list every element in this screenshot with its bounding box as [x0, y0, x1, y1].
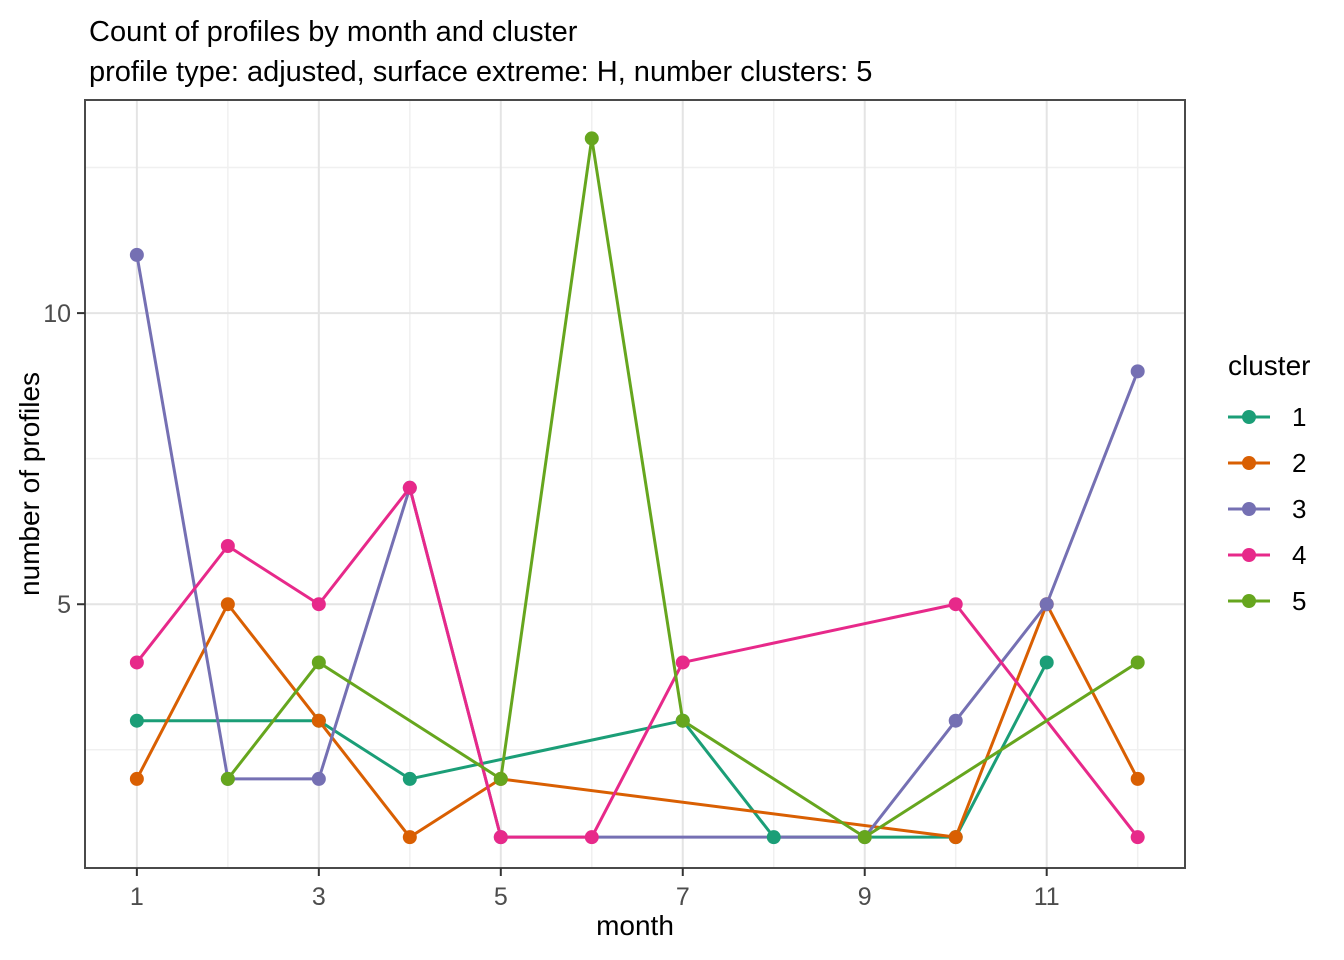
legend-key-icon [1228, 456, 1270, 470]
legend-label: 3 [1292, 493, 1307, 524]
legend-key-icon [1228, 410, 1270, 424]
series-point-5 [857, 830, 872, 845]
panel-background [85, 100, 1185, 868]
series-point-2 [1130, 771, 1145, 786]
series-point-4 [948, 597, 963, 612]
series-point-2 [948, 830, 963, 845]
series-point-5 [1130, 655, 1145, 670]
chart-subtitle: profile type: adjusted, surface extreme:… [89, 56, 873, 88]
series-point-2 [311, 713, 326, 728]
x-tick-label: 7 [676, 883, 690, 911]
legend-key-point [1242, 548, 1256, 562]
x-axis-title: month [596, 910, 674, 941]
panel-border [84, 99, 1186, 869]
legend-key-point [1242, 594, 1256, 608]
legend-key-icon [1228, 594, 1270, 608]
y-tick-label: 5 [57, 591, 71, 619]
series-point-4 [675, 655, 690, 670]
legend-label: 4 [1292, 539, 1307, 570]
series-point-3 [1130, 364, 1145, 379]
legend-key-icon [1228, 502, 1270, 516]
legend-label: 1 [1292, 401, 1307, 432]
legend-key-icon [1228, 548, 1270, 562]
x-tick-label: 1 [130, 883, 144, 911]
series-point-3 [1039, 597, 1054, 612]
series-point-5 [311, 655, 326, 670]
legend-label: 5 [1292, 585, 1307, 616]
series-line-2 [135, 602, 1140, 839]
series-point-4 [402, 480, 417, 495]
x-tick-label: 11 [1034, 883, 1060, 911]
x-tick-label: 3 [312, 883, 326, 911]
legend-entry-cluster-2: 2 [1226, 440, 1344, 486]
series-point-5 [220, 771, 235, 786]
series-point-5 [493, 771, 508, 786]
legend-key-point [1242, 502, 1256, 516]
legend-title: cluster [1228, 350, 1311, 381]
series-point-3 [311, 771, 326, 786]
series-point-4 [311, 597, 326, 612]
series-point-2 [220, 597, 235, 612]
series-point-5 [584, 131, 599, 146]
legend: cluster 1 2 3 4 5 [1226, 350, 1344, 624]
series-point-4 [493, 830, 508, 845]
legend-entry-cluster-5: 5 [1226, 578, 1344, 624]
legend-entry-cluster-1: 1 [1226, 394, 1344, 440]
series-point-4 [129, 655, 144, 670]
x-tick-label: 9 [858, 883, 872, 911]
legend-label: 2 [1292, 447, 1307, 478]
series-point-1 [766, 830, 781, 845]
y-axis-title-wrap: number of profiles [6, 100, 54, 868]
series-point-4 [1130, 830, 1145, 845]
series-point-1 [129, 713, 144, 728]
series-point-1 [402, 771, 417, 786]
legend-key-point [1242, 410, 1256, 424]
series-point-3 [129, 247, 144, 262]
series-point-1 [1039, 655, 1054, 670]
legend-entry-cluster-3: 3 [1226, 486, 1344, 532]
series-point-4 [220, 539, 235, 554]
y-tick-label: 10 [43, 300, 71, 328]
chart-title: Count of profiles by month and cluster [89, 16, 578, 48]
series-point-2 [402, 830, 417, 845]
x-tick-label: 5 [494, 883, 508, 911]
legend-entry-cluster-4: 4 [1226, 532, 1344, 578]
legend-key-point [1242, 456, 1256, 470]
series-point-3 [948, 713, 963, 728]
legend-entries: 1 2 3 4 5 [1226, 394, 1344, 624]
y-axis-title: number of profiles [14, 371, 46, 597]
series-point-5 [675, 713, 690, 728]
series-point-2 [129, 771, 144, 786]
series-point-4 [584, 830, 599, 845]
